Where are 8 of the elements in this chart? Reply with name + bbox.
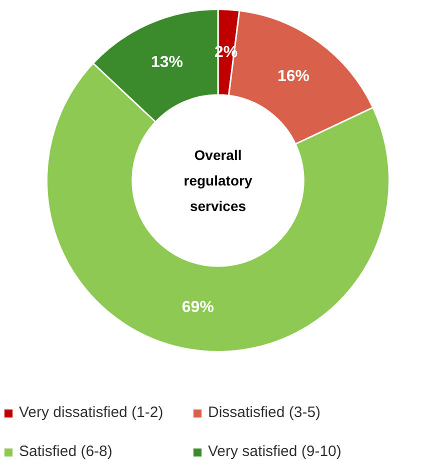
legend-label: Very dissatisfied (1-2)	[19, 404, 164, 421]
data-label: 69%	[182, 298, 214, 316]
text: Overall regulatory services	[184, 146, 252, 214]
data-label: 13%	[150, 54, 184, 72]
legend-label: Dissatisfied (3-5)	[208, 404, 322, 421]
data-label: 16%	[277, 68, 310, 86]
legend-label: Satisfied (6-8)	[19, 443, 114, 460]
legend-label: Very satisfied (9-10)	[208, 443, 342, 460]
